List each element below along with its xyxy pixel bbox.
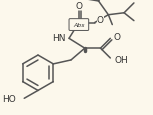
Text: O: O — [113, 33, 120, 42]
FancyBboxPatch shape — [69, 19, 89, 31]
Text: OH: OH — [114, 56, 128, 65]
Text: HO: HO — [3, 94, 16, 103]
Text: HN: HN — [53, 34, 66, 42]
Text: Abs: Abs — [73, 23, 85, 28]
Text: O: O — [97, 16, 104, 25]
Text: O: O — [75, 2, 82, 11]
